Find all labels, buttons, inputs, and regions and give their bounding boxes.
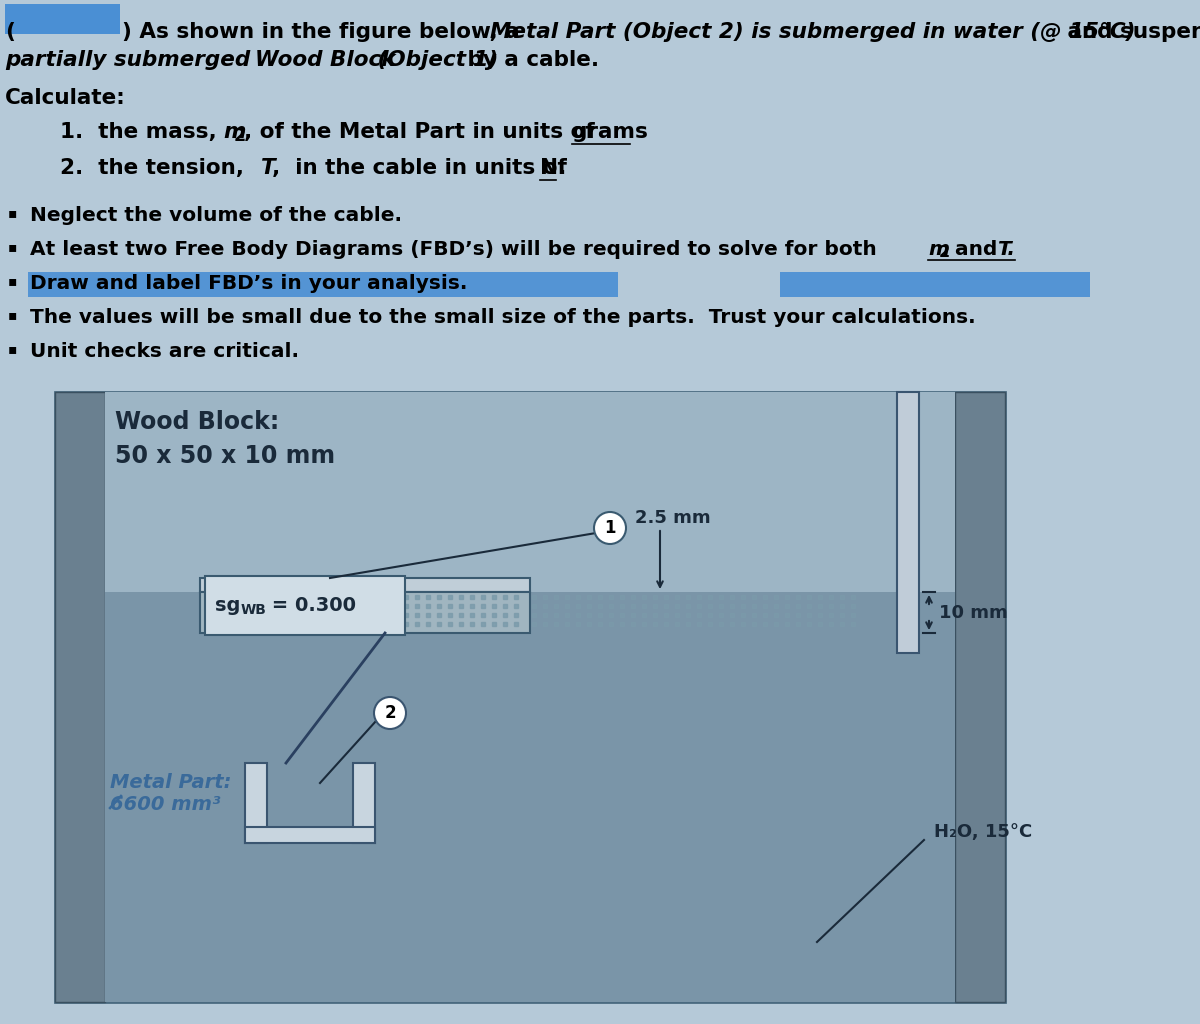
Circle shape [374,697,406,729]
Text: (: ( [5,22,14,42]
Text: ,  in the cable in units of: , in the cable in units of [272,158,575,178]
Text: T: T [262,158,276,178]
Bar [780,272,1090,297]
Text: and: and [948,240,1004,259]
Bar [955,392,1006,1002]
Text: Metal Part (Object 2) is submerged in water (@ 15°C): Metal Part (Object 2) is submerged in wa… [490,22,1135,42]
Text: Neglect the volume of the cable.: Neglect the volume of the cable. [30,206,402,225]
Bar [55,392,106,1002]
Text: 2: 2 [940,245,950,260]
Text: Wood Block:: Wood Block: [115,410,280,434]
Bar [245,763,266,843]
Text: , of the Metal Part in units of: , of the Metal Part in units of [244,122,602,142]
Text: 2.  the tension,: 2. the tension, [60,158,252,178]
Text: 1.  the mass,: 1. the mass, [60,122,224,142]
Text: 2: 2 [384,705,396,722]
Text: ) As shown in the figure below, a: ) As shown in the figure below, a [122,22,527,42]
Text: 2: 2 [234,127,246,145]
Text: Draw and label FBD’s in your analysis.: Draw and label FBD’s in your analysis. [30,274,467,293]
Text: ▪: ▪ [8,342,17,356]
Text: N.: N. [540,158,566,178]
Text: 50 x 50 x 10 mm: 50 x 50 x 10 mm [115,444,335,468]
Text: 6600 mm³: 6600 mm³ [110,795,221,814]
Text: WB: WB [241,603,266,617]
Bar [898,392,919,653]
Bar [106,392,955,592]
Bar [200,578,530,592]
Bar [205,575,406,635]
Text: H₂O, 15°C: H₂O, 15°C [934,823,1032,841]
Bar [245,827,374,843]
Bar [28,272,618,297]
Text: ▪: ▪ [8,240,17,254]
Text: sg: sg [215,596,240,615]
Text: Metal Part:: Metal Part: [110,773,232,792]
Text: m: m [928,240,949,259]
Text: 1: 1 [605,519,616,537]
Text: partially submerged: partially submerged [5,50,258,70]
Text: by a cable.: by a cable. [460,50,599,70]
Bar [5,4,120,34]
Text: grams: grams [572,122,648,142]
Text: ▪: ▪ [8,308,17,322]
Text: T.: T. [997,240,1015,259]
Text: The values will be small due to the small size of the parts.  Trust your calcula: The values will be small due to the smal… [30,308,976,327]
Text: 10 mm: 10 mm [940,603,1008,622]
Text: Wood Block: Wood Block [256,50,396,70]
Text: and suspended from a: and suspended from a [1060,22,1200,42]
Text: Calculate:: Calculate: [5,88,126,108]
Text: ▪: ▪ [8,206,17,220]
Text: m: m [223,122,245,142]
Bar [353,763,374,843]
Text: At least two Free Body Diagrams (FBD’s) will be required to solve for both: At least two Free Body Diagrams (FBD’s) … [30,240,883,259]
Text: = 0.300: = 0.300 [265,596,356,615]
Bar [106,592,955,1002]
Circle shape [594,512,626,544]
Bar [200,592,530,633]
Text: 2.5 mm: 2.5 mm [635,509,710,527]
Text: Unit checks are critical.: Unit checks are critical. [30,342,299,361]
Text: ▪: ▪ [8,274,17,288]
Bar [55,392,1006,1002]
Text: (Object 1): (Object 1) [370,50,498,70]
